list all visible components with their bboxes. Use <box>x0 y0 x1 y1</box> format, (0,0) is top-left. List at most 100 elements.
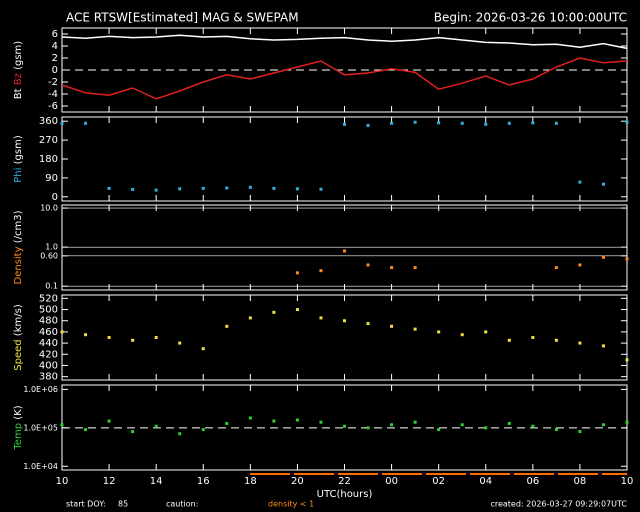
y-tick-label: 0.60 <box>40 251 58 260</box>
data-point <box>460 333 464 337</box>
data-point <box>531 424 535 428</box>
data-point <box>248 316 252 320</box>
data-point <box>507 421 511 425</box>
data-point <box>601 344 605 348</box>
data-point <box>437 330 441 334</box>
panel-frame <box>61 116 628 202</box>
y-tick-label: -6 <box>48 101 58 112</box>
data-point <box>295 308 299 312</box>
created-time: created: 2026-03-27 09:29:07UTC <box>490 500 627 509</box>
data-point <box>554 266 558 270</box>
y-tick-label: 1.0E+05 <box>23 423 58 432</box>
data-point <box>343 122 346 126</box>
chart-title: ACE RTSW[Estimated] MAG & SWEPAM <box>66 11 299 25</box>
y-tick-label: 520 <box>39 293 58 304</box>
data-point <box>437 428 441 432</box>
x-tick-label: 18 <box>244 476 257 487</box>
y-tick-label: 360 <box>39 116 58 127</box>
data-point <box>248 416 252 420</box>
data-point <box>601 182 605 186</box>
series-name: Density <box>13 246 24 284</box>
data-point <box>84 121 88 125</box>
data-point <box>319 187 323 191</box>
data-point <box>484 330 488 334</box>
data-point <box>625 257 629 261</box>
series-name: Phi <box>13 168 24 183</box>
y-tick-label: 440 <box>39 338 58 349</box>
data-point <box>60 330 64 334</box>
y-tick-label: -4 <box>48 89 58 100</box>
y-tick-label: 460 <box>39 327 58 338</box>
data-point <box>84 333 88 337</box>
data-point <box>60 423 64 427</box>
y-tick-label: 180 <box>39 154 58 165</box>
data-point <box>319 269 323 273</box>
data-point <box>413 327 417 331</box>
data-point <box>578 263 582 267</box>
x-tick-label: 20 <box>291 476 304 487</box>
data-point <box>295 271 299 275</box>
data-point <box>131 338 135 342</box>
data-point <box>531 121 535 125</box>
data-point <box>413 420 417 424</box>
data-point <box>154 336 158 339</box>
y-tick-label: 1.0 <box>45 243 58 252</box>
data-point <box>343 319 346 323</box>
data-point <box>413 266 417 270</box>
data-point <box>248 185 252 189</box>
data-point <box>484 426 488 430</box>
series-name: Temp <box>13 423 24 451</box>
data-point <box>554 428 558 432</box>
data-point <box>343 424 346 428</box>
begin-time: Begin: 2026-03-26 10:00:00UTC <box>434 11 627 25</box>
data-point <box>413 120 417 124</box>
data-point <box>625 420 629 424</box>
data-point <box>319 420 323 424</box>
data-point <box>625 358 629 362</box>
data-point <box>201 428 205 432</box>
y-tick-label: 2 <box>52 53 58 64</box>
y-tick-label: 0 <box>52 192 58 203</box>
data-point <box>460 423 464 427</box>
data-point <box>178 432 182 436</box>
data-point <box>554 121 558 125</box>
series-line <box>61 57 628 100</box>
start-doy-label: start DOY: <box>66 500 106 509</box>
data-point <box>60 121 64 125</box>
x-tick-label: 12 <box>103 476 116 487</box>
data-point <box>178 341 182 345</box>
data-point <box>201 186 205 190</box>
data-point <box>343 249 346 253</box>
data-point <box>625 120 629 124</box>
data-point <box>554 338 558 342</box>
caution-label: caution: <box>166 500 198 509</box>
axis-unit: (K) <box>13 405 24 419</box>
series-name: Speed <box>13 339 24 370</box>
data-point <box>390 423 394 427</box>
data-point <box>437 121 441 125</box>
data-point <box>390 121 394 125</box>
y-tick-label: 1.0E+06 <box>23 385 58 394</box>
data-point <box>319 316 323 320</box>
data-point <box>295 418 299 422</box>
caution-note: density < 1 <box>268 500 314 509</box>
data-point <box>366 322 370 326</box>
x-tick-label: 16 <box>197 476 210 487</box>
y-tick-label: 10.0 <box>40 204 58 213</box>
data-point <box>484 122 488 126</box>
y-axis-label: Speed (km/s) <box>13 304 24 371</box>
x-tick-label: 10 <box>621 476 634 487</box>
data-point <box>578 341 582 345</box>
data-point <box>601 255 605 259</box>
data-point <box>107 419 111 423</box>
y-tick-label: 0 <box>52 65 58 76</box>
data-point <box>578 430 582 434</box>
data-point <box>272 310 276 314</box>
data-point <box>507 338 511 342</box>
axis-unit: (gsm) <box>13 135 24 164</box>
data-point <box>390 266 394 270</box>
x-tick-label: 02 <box>432 476 445 487</box>
data-point <box>225 421 229 425</box>
y-tick-label: 4 <box>52 41 58 52</box>
